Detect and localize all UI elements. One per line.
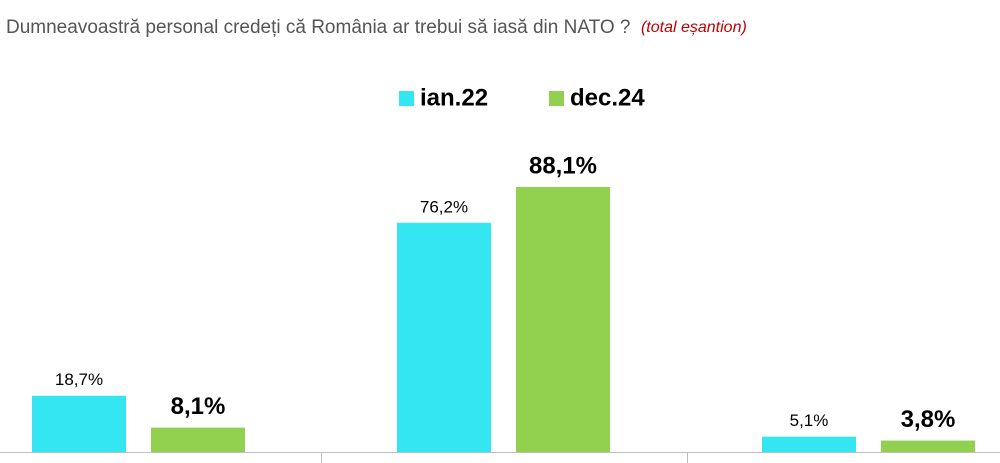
bar <box>151 427 245 452</box>
chart-title: Dumneavoastră personal credeți că Români… <box>6 17 747 38</box>
bar <box>516 186 610 453</box>
bar <box>881 440 975 452</box>
bar <box>32 395 126 452</box>
legend-label: ian.22 <box>420 84 488 111</box>
bar <box>762 436 856 452</box>
legend-swatch <box>399 91 414 106</box>
title: Dumneavoastră personal credeți că Români… <box>6 17 631 38</box>
data-label: 76,2% <box>420 197 468 216</box>
legend-swatch <box>549 91 564 106</box>
data-label: 8,1% <box>171 393 226 420</box>
data-label: 88,1% <box>529 152 597 179</box>
data-label: 3,8% <box>901 406 956 433</box>
data-label: 18,7% <box>55 370 103 389</box>
bar <box>397 222 491 452</box>
subtitle: (total eșantion) <box>641 19 747 36</box>
data-label: 5,1% <box>790 411 829 430</box>
legend-label: dec.24 <box>570 84 645 111</box>
